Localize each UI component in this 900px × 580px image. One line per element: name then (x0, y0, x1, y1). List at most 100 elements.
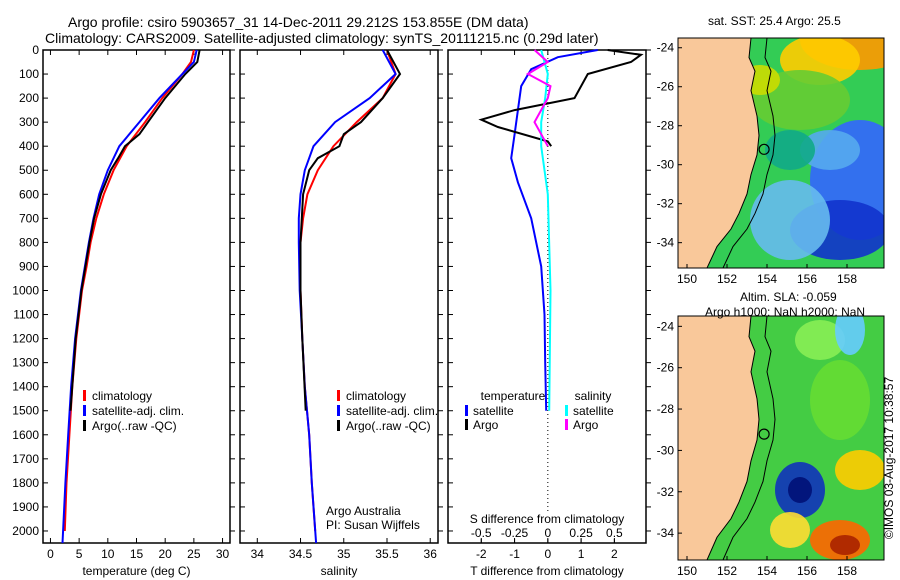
sla-patch (835, 316, 865, 355)
legend-label: climatology (346, 389, 406, 403)
isobath-line (722, 316, 776, 560)
lat-tick-label: -32 (657, 485, 675, 499)
legend-label: Argo (473, 418, 499, 432)
map-image (678, 316, 884, 560)
legend-label: satellite (473, 404, 514, 418)
lon-tick-label: 156 (797, 272, 817, 286)
y-tick-label: 1600 (12, 428, 39, 442)
lat-tick-label: -24 (657, 319, 675, 333)
legend-label: Argo(..raw -QC) (346, 419, 431, 433)
sla-patch (770, 512, 810, 548)
plot-frame (42, 49, 231, 544)
y-tick-label: 100 (19, 67, 39, 81)
sla-map-title-1: Altim. SLA: -0.059 (740, 290, 837, 304)
x2-tick-label: 0.25 (569, 526, 593, 540)
sla-patch (788, 477, 812, 503)
y-tick-label: 500 (19, 163, 39, 177)
x-tick-label: 35.5 (375, 547, 399, 561)
series-line-argo-raw-qc- (299, 49, 402, 411)
lon-tick-label: 152 (717, 564, 737, 578)
lon-tick-label: 154 (757, 564, 777, 578)
legend-swatch (337, 390, 340, 401)
lat-tick-label: -26 (657, 361, 675, 375)
x-tick-label: -2 (476, 547, 487, 561)
x-tick-label: 0 (544, 547, 551, 561)
land-coastline (678, 38, 760, 268)
land-coastline (678, 316, 760, 560)
argo-location-marker (758, 428, 770, 440)
y-tick-label: 800 (19, 235, 39, 249)
panel-difference (447, 49, 651, 544)
y-tick-label: 1700 (12, 452, 39, 466)
legend-label: Argo (573, 418, 599, 432)
x-tick-label: 35 (337, 547, 351, 561)
x-axis-label: temperature (deg C) (82, 564, 190, 578)
series-line-t-argo (478, 49, 644, 147)
legend-label: climatology (92, 389, 152, 403)
x-tick-label: 0 (47, 547, 54, 561)
lon-tick-label: 152 (717, 272, 737, 286)
series-line-satellite-adj-clim- (61, 49, 198, 544)
title-line-1: Argo profile: csiro 5903657_31 14-Dec-20… (68, 14, 529, 30)
y-tick-label: 900 (19, 259, 39, 273)
series-line-satellite-adj-clim- (297, 49, 397, 544)
y-tick-label: 1500 (12, 404, 39, 418)
legend-swatch (465, 405, 468, 416)
y-tick-label: 0 (32, 43, 39, 57)
sla-map (677, 315, 885, 561)
y-tick-label: 400 (19, 139, 39, 153)
lat-tick-label: -30 (657, 443, 675, 457)
sst-patch (765, 130, 815, 170)
x-tick-label: 30 (216, 547, 230, 561)
x-tick-label: 25 (187, 547, 201, 561)
x2-tick-label: 0 (544, 526, 551, 540)
lon-tick-label: 154 (757, 272, 777, 286)
lat-tick-label: -28 (657, 402, 675, 416)
x2-axis-label: S difference from climatology (470, 512, 625, 526)
x-axis-label: T difference from climatology (470, 564, 624, 578)
lon-tick-label: 158 (837, 272, 857, 286)
lat-tick-label: -26 (657, 80, 675, 94)
series-line-s-argo (525, 49, 552, 147)
series-line-t-satellite (510, 49, 598, 411)
plot-frame (447, 49, 647, 544)
y-tick-label: 600 (19, 187, 39, 201)
legend-label: satellite (573, 404, 614, 418)
y-tick-label: 1900 (12, 500, 39, 514)
x-tick-label: 5 (76, 547, 83, 561)
x-tick-label: 2 (611, 547, 618, 561)
lon-tick-label: 150 (677, 272, 697, 286)
legend-swatch (83, 405, 86, 416)
legend-swatch (565, 405, 568, 416)
sla-patch (835, 450, 884, 490)
lat-tick-label: -28 (657, 119, 675, 133)
lon-tick-label: 150 (677, 564, 697, 578)
x-tick-label: 36 (424, 547, 438, 561)
x2-tick-label: -0.25 (501, 526, 529, 540)
credit-text: ©IMOS 03-Aug-2017 10:38:57 (882, 376, 896, 540)
sst-patch (750, 180, 830, 260)
panel-salinity (239, 49, 443, 544)
x-tick-label: -1 (509, 547, 520, 561)
lon-tick-label: 158 (837, 564, 857, 578)
y-tick-label: 1800 (12, 476, 39, 490)
panel-temperature (42, 49, 235, 544)
y-tick-label: 200 (19, 91, 39, 105)
x-tick-label: 20 (159, 547, 173, 561)
x-tick-label: 34 (251, 547, 265, 561)
lat-tick-label: -24 (657, 41, 675, 55)
lat-tick-label: -30 (657, 158, 675, 172)
sst-patch (800, 130, 860, 170)
y-tick-label: 300 (19, 115, 39, 129)
sla-map-title-2: Argo h1000: NaN h2000: NaN (705, 305, 866, 319)
y-tick-label: 1000 (12, 283, 39, 297)
sla-patch (795, 320, 845, 360)
legend-header: salinity (575, 389, 612, 403)
plot-frame (239, 49, 439, 544)
y-tick-label: 700 (19, 211, 39, 225)
lon-tick-label: 156 (797, 564, 817, 578)
y-tick-label: 1400 (12, 380, 39, 394)
sst-map-title: sat. SST: 25.4 Argo: 25.5 (708, 14, 841, 28)
legend-label: Argo(..raw -QC) (92, 419, 177, 433)
x-tick-label: 1 (578, 547, 585, 561)
